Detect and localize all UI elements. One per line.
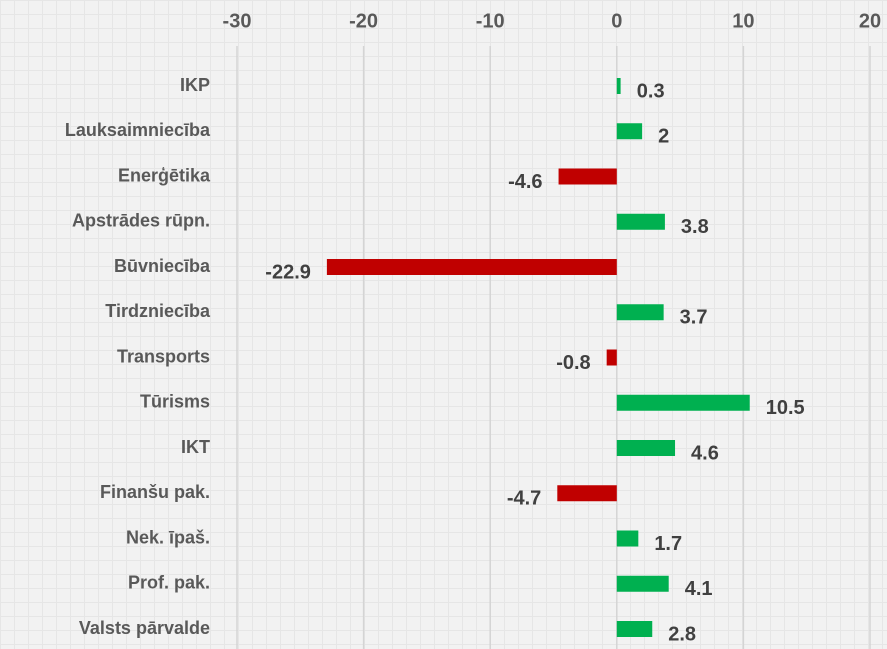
category-label: Apstrādes rūpn. bbox=[72, 211, 210, 231]
category-label: IKT bbox=[181, 437, 210, 457]
category-label: Nek. īpaš. bbox=[126, 527, 210, 547]
bar bbox=[326, 259, 617, 275]
bar bbox=[616, 213, 665, 230]
value-label: 3.8 bbox=[681, 216, 709, 238]
value-label: 2.8 bbox=[668, 623, 696, 645]
value-label: -4.7 bbox=[507, 488, 541, 510]
category-label: Transports bbox=[117, 346, 210, 366]
x-tick-label: 10 bbox=[732, 10, 754, 32]
x-tick-label: -30 bbox=[223, 10, 252, 32]
bar bbox=[616, 440, 676, 456]
x-tick-label: 0 bbox=[611, 10, 622, 32]
category-label: Finanšu pak. bbox=[100, 482, 210, 502]
bar bbox=[616, 78, 621, 94]
category-label: Būvniecība bbox=[114, 256, 211, 276]
value-label: -22.9 bbox=[265, 261, 311, 283]
bar bbox=[616, 575, 669, 592]
category-label: Prof. pak. bbox=[128, 573, 210, 593]
x-tick-label: 20 bbox=[859, 10, 881, 32]
value-label: -4.6 bbox=[508, 171, 542, 193]
category-label: IKP bbox=[180, 75, 210, 95]
value-label: 4.6 bbox=[691, 442, 719, 464]
bar bbox=[616, 123, 643, 140]
category-label: Tūrisms bbox=[140, 392, 210, 412]
x-tick-label: -10 bbox=[476, 10, 505, 32]
bar bbox=[616, 530, 639, 547]
value-label: 2 bbox=[658, 126, 669, 148]
value-label: 1.7 bbox=[654, 533, 682, 555]
value-label: 4.1 bbox=[685, 578, 713, 600]
category-label: Enerģētika bbox=[118, 165, 211, 185]
value-label: -0.8 bbox=[556, 352, 590, 374]
value-label: 0.3 bbox=[637, 80, 665, 102]
bar bbox=[616, 621, 653, 637]
value-label: 3.7 bbox=[680, 307, 708, 329]
category-label: Valsts pārvalde bbox=[79, 618, 210, 638]
category-label: Lauksaimniecība bbox=[65, 120, 211, 140]
x-tick-label: -20 bbox=[349, 10, 378, 32]
bar bbox=[616, 394, 750, 411]
bar bbox=[557, 485, 617, 502]
bar bbox=[558, 168, 617, 185]
value-label: 10.5 bbox=[766, 397, 805, 419]
category-label: Tirdzniecība bbox=[105, 301, 211, 321]
bar bbox=[606, 349, 617, 366]
bar bbox=[616, 304, 664, 321]
